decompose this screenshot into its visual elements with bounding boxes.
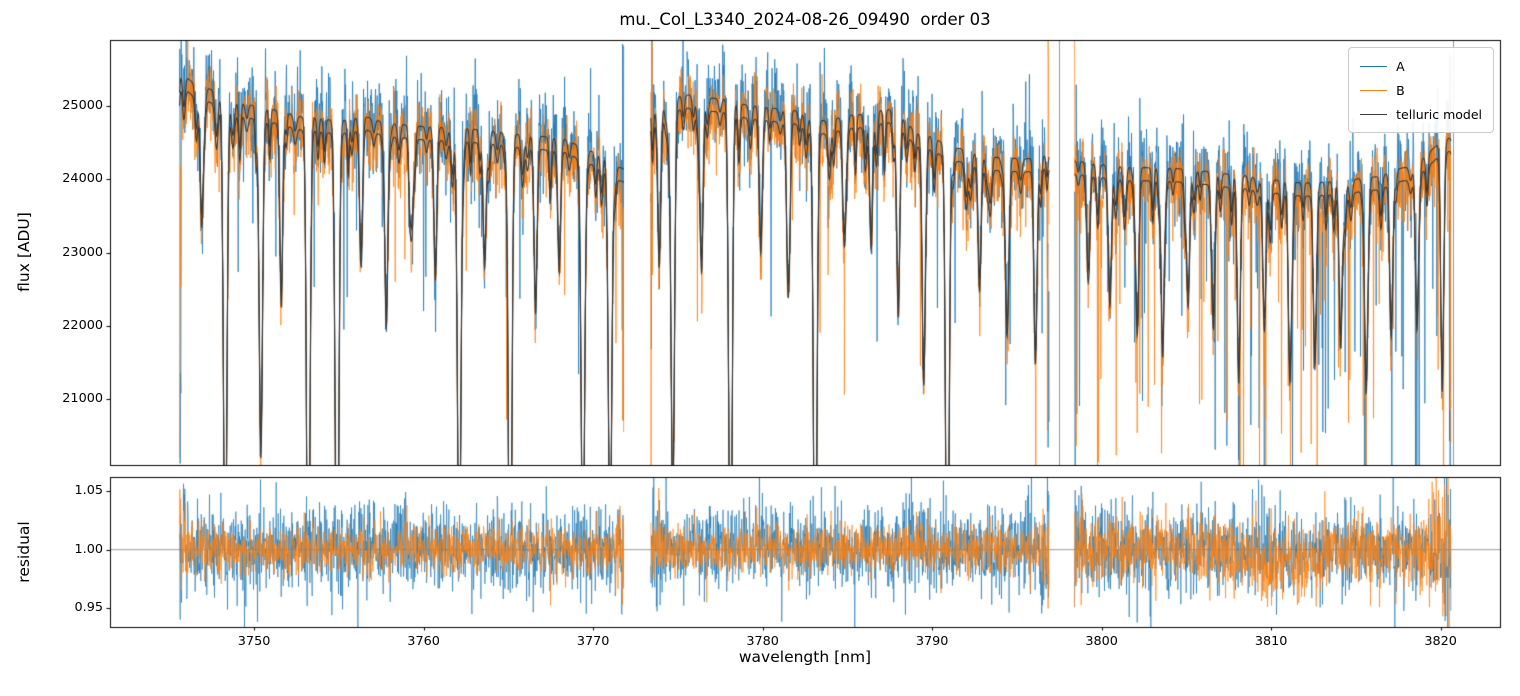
wavelength-tick-label: 3780: [746, 634, 779, 649]
wavelength-tick-label: 3790: [915, 634, 949, 649]
legend-line-b-icon: [1360, 89, 1388, 91]
wavelength-tick-label: 3750: [237, 634, 271, 649]
plot-title: mu._Col_L3340_2024-08-26_09490 order 03: [619, 10, 991, 29]
wavelength-axis-label: wavelength [nm]: [738, 648, 872, 666]
wavelength-tick-label: 3820: [1424, 634, 1457, 649]
wavelength-tick-label: 3770: [576, 634, 610, 649]
legend-entry-a: A: [1360, 54, 1482, 78]
legend-label-a: A: [1396, 58, 1405, 74]
wavelength-tick-label: 3760: [407, 634, 440, 649]
legend-entry-telluric: telluric model: [1360, 102, 1482, 126]
legend-line-a-icon: [1360, 65, 1388, 67]
legend-label-b: B: [1396, 82, 1405, 98]
residual-ytick-label: 1.00: [74, 541, 104, 557]
wavelength-tick-label: 3800: [1085, 634, 1118, 649]
legend-line-telluric-icon: [1360, 113, 1388, 115]
wavelength-tick-label: 3810: [1254, 634, 1288, 649]
flux-ytick-label: 23000: [62, 244, 103, 260]
flux-ytick-label: 25000: [62, 97, 103, 113]
residual-ytick-label: 0.95: [74, 600, 104, 616]
legend-label-telluric: telluric model: [1396, 106, 1482, 122]
legend-entry-b: B: [1360, 78, 1482, 102]
flux-axis-label: flux [ADU]: [15, 212, 33, 292]
flux-ytick-label: 24000: [62, 171, 103, 187]
flux-ytick-label: 22000: [62, 317, 103, 333]
residual-axis-label: residual: [15, 521, 33, 583]
flux-ytick-label: 21000: [62, 391, 103, 407]
legend: A B telluric model: [1348, 47, 1494, 133]
residual-ytick-label: 1.05: [74, 483, 104, 499]
